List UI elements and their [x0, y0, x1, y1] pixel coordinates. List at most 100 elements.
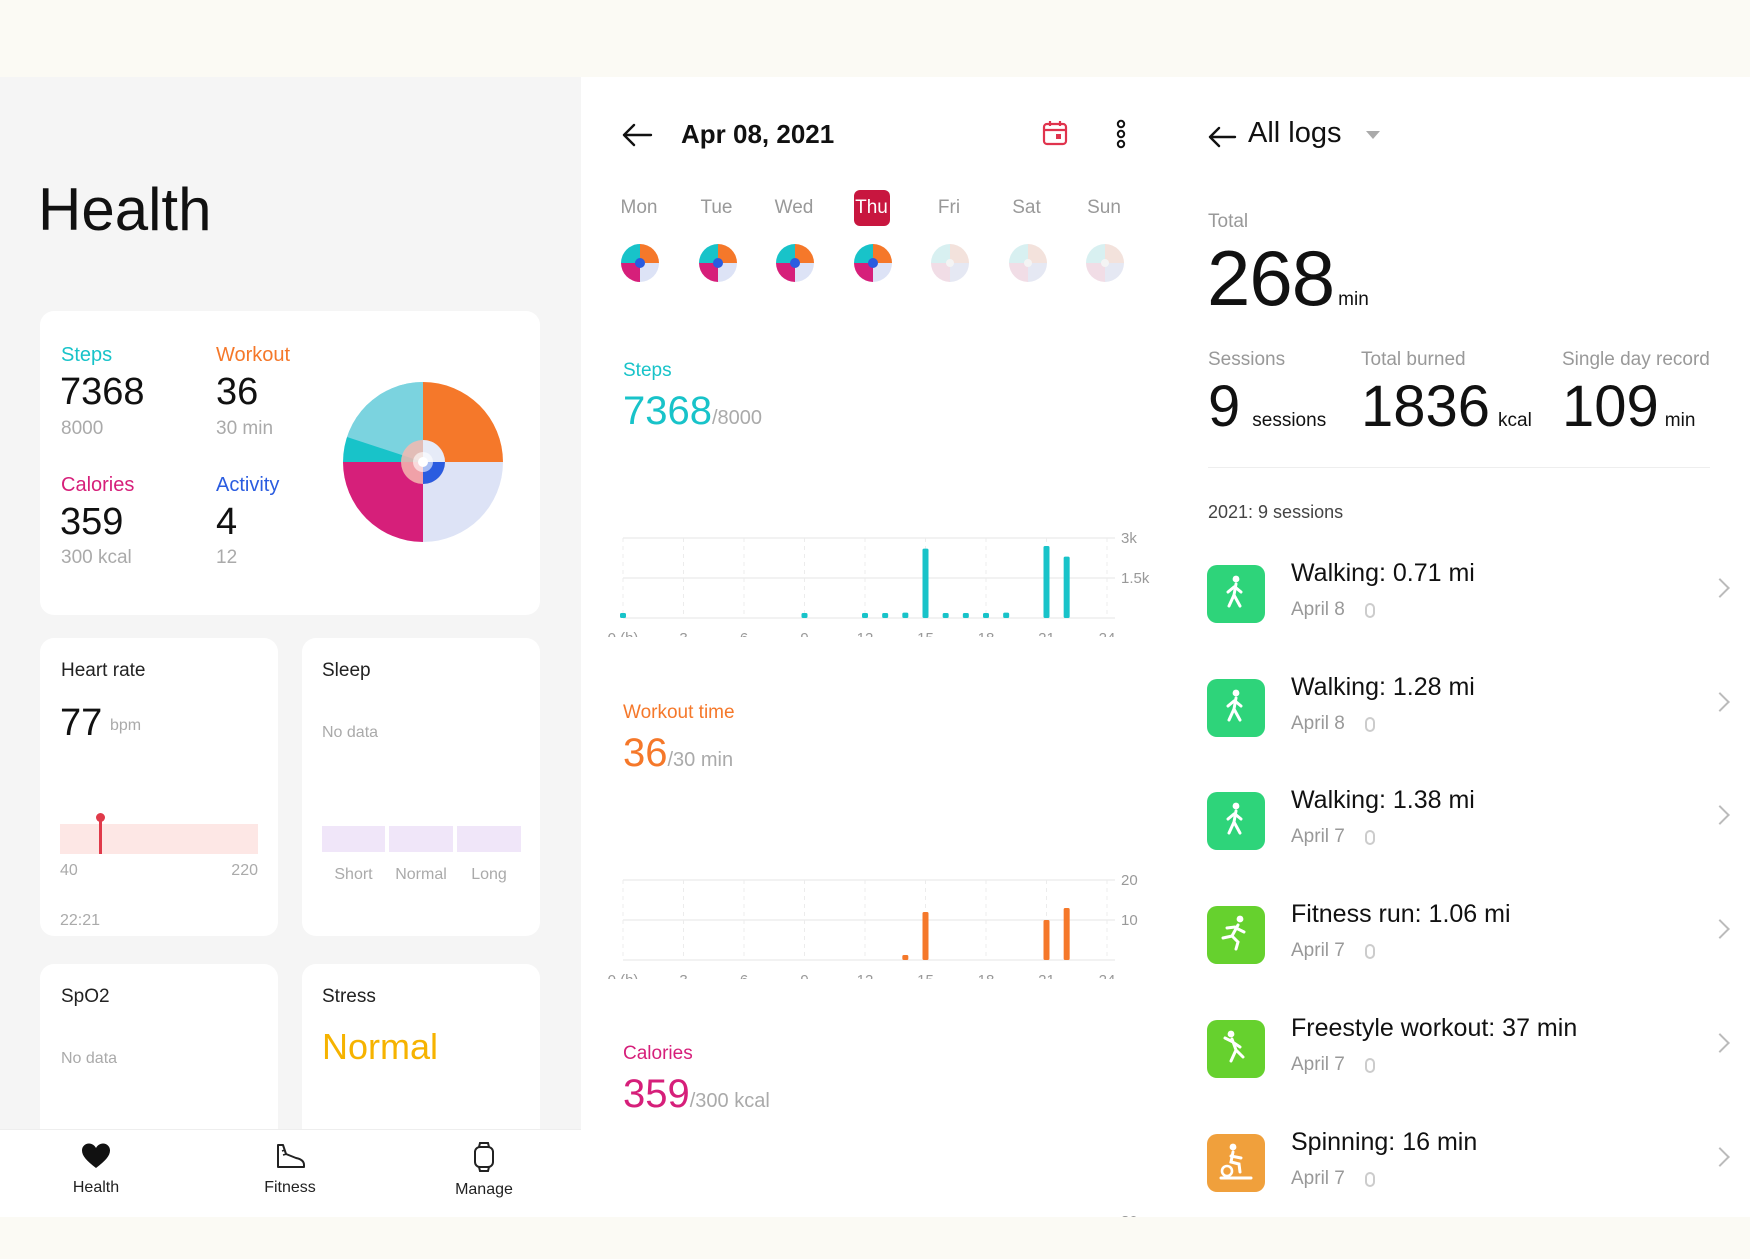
chart-bar [902, 955, 909, 960]
chart-bar [1063, 908, 1070, 960]
nav-manage[interactable]: Manage [424, 1142, 544, 1199]
sleep-card[interactable]: Sleep No data Short Normal Long [302, 638, 540, 936]
nav-fitness-label: Fitness [264, 1179, 316, 1196]
watch-source-icon [1365, 1171, 1375, 1187]
weekday-label-mon[interactable]: Mon [620, 197, 658, 218]
log-date: April 7 [1291, 826, 1345, 848]
y-tick-label: 3k [1121, 530, 1137, 547]
calories-chart-label: Calories [623, 1043, 693, 1064]
heart-rate-range-bar [60, 824, 258, 854]
log-item[interactable]: Walking: 0.71 mi April 8 [1207, 559, 1730, 665]
x-tick-label: 3 [679, 630, 687, 637]
log-item[interactable]: Walking: 1.38 mi April 7 [1207, 786, 1730, 892]
chevron-right-icon[interactable] [1710, 1032, 1730, 1053]
log-date: April 7 [1291, 940, 1345, 962]
heart-rate-card[interactable]: Heart rate 77 bpm 40 220 22:21 [40, 638, 278, 936]
day-rings-tue[interactable] [698, 243, 738, 283]
activity-goal: 12 [216, 547, 238, 568]
heart-icon [82, 1143, 110, 1168]
nav-fitness[interactable]: Fitness [230, 1142, 350, 1197]
workout-day-value: 36 [623, 731, 668, 775]
logs-panel: All logs Total 268 min Sessions 9 sessions… [1167, 77, 1750, 1217]
y-tick-label: 20 [1121, 872, 1138, 889]
heart-rate-marker-dot [96, 813, 106, 822]
calendar-icon[interactable] [1042, 120, 1068, 146]
log-item[interactable]: Spinning: 16 min April 7 [1207, 1128, 1730, 1218]
stat-single-day-record: Single day record 109 min [1562, 349, 1710, 440]
stat-unit: kcal [1498, 410, 1532, 431]
x-tick-label: 9 [800, 630, 808, 637]
chevron-right-icon[interactable] [1710, 919, 1730, 939]
watch-icon [474, 1142, 494, 1172]
chart-bar [942, 613, 949, 618]
chevron-right-icon[interactable] [1710, 578, 1730, 598]
x-tick-label: 24 [1099, 630, 1116, 637]
steps-day-value: 7368 [623, 389, 712, 433]
page-title: Health [38, 176, 212, 243]
summary-card[interactable]: Steps 7368 8000 Workout 36 30 min Calori… [40, 311, 540, 615]
chevron-right-icon[interactable] [1710, 1146, 1730, 1167]
chevron-right-icon[interactable] [1710, 691, 1730, 712]
sleep-bar-long [457, 826, 521, 852]
chevron-right-icon[interactable] [1710, 805, 1730, 826]
day-rings-mon[interactable] [620, 243, 660, 283]
weekday-label-fri[interactable]: Fri [937, 197, 961, 218]
calories-goal: 300 kcal [61, 547, 132, 568]
log-title: Walking: 1.38 mi [1291, 786, 1475, 815]
log-item[interactable]: Walking: 1.28 mi April 8 [1207, 673, 1730, 779]
total-value-row: 268 min [1207, 233, 1369, 324]
shoe-icon [277, 1144, 305, 1168]
day-rings-thu[interactable] [853, 243, 893, 283]
heart-rate-value: 77 [60, 702, 103, 744]
nav-health[interactable]: Health [36, 1142, 156, 1197]
sleep-label-short: Short [334, 866, 373, 883]
freestyle-icon [1223, 1030, 1245, 1063]
day-rings-sat[interactable] [1008, 243, 1048, 283]
stat-label: Sessions [1208, 349, 1286, 370]
y-tick-label: 80 [1121, 1213, 1138, 1217]
sleep-status: No data [322, 724, 379, 741]
workout-goal: 30 min [216, 418, 274, 439]
more-options-icon[interactable] [1115, 119, 1127, 149]
weekday-label-thu[interactable]: Thu [853, 190, 890, 226]
day-rings-fri[interactable] [930, 243, 970, 283]
log-icon-tile [1207, 1019, 1265, 1078]
weekday-label-wed[interactable]: Wed [774, 197, 814, 218]
heart-rate-marker [99, 816, 103, 854]
log-title: Walking: 0.71 mi [1291, 559, 1475, 587]
dropdown-caret-icon[interactable] [1366, 131, 1380, 139]
steps-goal: 8000 [61, 418, 104, 439]
spo2-status: No data [61, 1050, 118, 1067]
x-tick-label: 12 [857, 972, 874, 979]
stat-unit: sessions [1252, 410, 1327, 431]
day-rings-wed[interactable] [775, 243, 815, 283]
workout-day-goal: /30 min [667, 749, 734, 771]
steps-day-goal: /8000 [711, 407, 763, 429]
x-tick-label: 0 (h) [608, 972, 639, 979]
stat-unit: min [1664, 410, 1696, 431]
y-tick-label: 10 [1121, 912, 1138, 929]
watch-source-icon [1365, 1057, 1375, 1073]
chart-bar [862, 613, 868, 618]
log-item[interactable]: Freestyle workout: 37 min April 7 [1207, 1014, 1730, 1120]
sleep-title: Sleep [322, 660, 371, 681]
chart-bar [922, 912, 929, 960]
sleep-bar-short [322, 826, 385, 852]
weekday-label-tue[interactable]: Tue [700, 197, 733, 218]
back-arrow-icon[interactable] [1207, 124, 1237, 150]
workout-chart-label: Workout time [623, 702, 735, 723]
weekday-label-sun[interactable]: Sun [1087, 197, 1121, 218]
x-tick-label: 18 [978, 972, 995, 979]
weekday-label-sat[interactable]: Sat [1012, 197, 1041, 218]
calories-value: 359 [60, 501, 124, 543]
back-arrow-icon[interactable] [621, 122, 653, 148]
nav-manage-label: Manage [455, 1181, 513, 1198]
y-tick-label: 1.5k [1121, 570, 1150, 587]
calories-chart-value: 359/300 kcal [623, 1072, 770, 1117]
chart-bar [1043, 546, 1050, 618]
logs-header[interactable]: All logs [1248, 117, 1342, 149]
x-tick-label: 6 [740, 630, 748, 637]
day-rings-sun[interactable] [1085, 243, 1125, 283]
steps-bar-chart: 3k 1.5k 0 (h) 3 6 9 12 15 18 21 24 [608, 530, 1150, 637]
log-item[interactable]: Fitness run: 1.06 mi April 7 [1207, 900, 1730, 1006]
